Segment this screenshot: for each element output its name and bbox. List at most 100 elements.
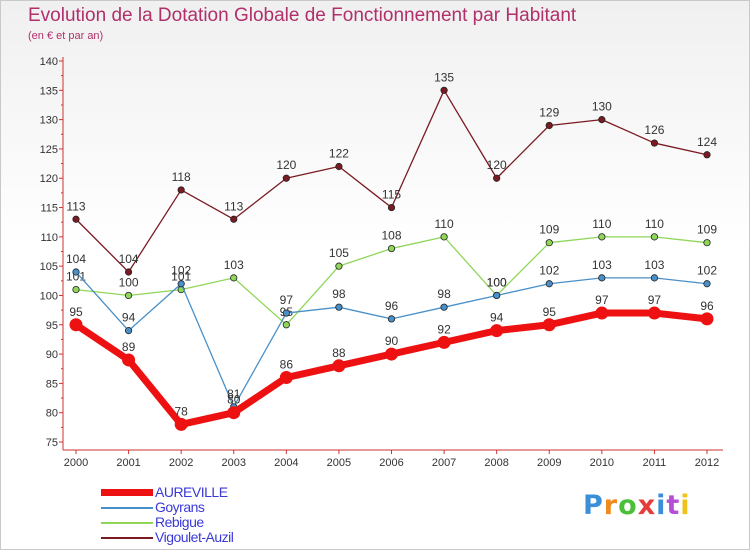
legend-label: Goyrans <box>155 499 205 515</box>
y-tick-label: 120 <box>40 173 58 185</box>
data-label: 86 <box>280 358 294 372</box>
data-point <box>387 203 396 212</box>
data-point <box>650 139 659 147</box>
y-tick-label: 115 <box>40 203 58 215</box>
logo-letter: r <box>603 490 619 521</box>
logo-letter: i <box>680 490 691 521</box>
chart-subtitle: (en € et par an) <box>28 30 104 42</box>
data-label: 94 <box>122 311 136 325</box>
data-label: 113 <box>66 199 85 213</box>
data-label: 122 <box>329 147 349 161</box>
data-label: 110 <box>592 217 611 231</box>
data-point <box>124 291 133 300</box>
x-tick-label: 2002 <box>169 457 193 469</box>
data-label: 101 <box>66 270 86 284</box>
data-label: 115 <box>382 188 401 202</box>
data-point <box>230 215 238 223</box>
data-label: 101 <box>171 270 191 284</box>
series-rebigue: 101 100 101 103 95 105 108 110 100 109 110 110 109 <box>66 217 717 329</box>
data-point <box>72 268 80 276</box>
y-tick-label: 130 <box>40 115 58 127</box>
chart-title: Evolution de la Dotation Globale de Fonc… <box>28 5 577 26</box>
data-point <box>282 309 290 317</box>
logo-letter: t <box>666 490 681 521</box>
data-point <box>282 321 290 329</box>
data-point <box>227 406 241 420</box>
logo-letter: P <box>583 490 604 521</box>
data-label: 96 <box>385 299 399 313</box>
y-tick-label: 75 <box>46 437 58 449</box>
data-label: 78 <box>174 404 188 418</box>
y-tick-label: 140 <box>40 56 58 68</box>
data-point <box>700 312 714 326</box>
data-label: 108 <box>381 229 401 243</box>
logo-letter: x <box>637 490 657 521</box>
data-point <box>542 318 556 332</box>
data-label: 113 <box>224 199 243 213</box>
data-point <box>440 233 448 241</box>
y-tick-label: 95 <box>46 320 58 332</box>
data-label: 102 <box>171 264 191 278</box>
legend: AUREVILLE Goyrans Rebigue Vigoulet-Auzil <box>101 484 321 545</box>
y-tick-label: 135 <box>40 85 58 97</box>
data-label: 129 <box>539 105 559 119</box>
data-label: 135 <box>434 70 454 84</box>
data-label: 97 <box>595 293 609 307</box>
data-label: 81 <box>227 387 241 401</box>
data-point <box>598 116 606 124</box>
y-tick-label: 125 <box>40 144 58 156</box>
data-point <box>335 262 343 270</box>
data-point <box>177 280 185 288</box>
legend-label: Vigoulet-Auzil <box>155 529 234 545</box>
data-label: 126 <box>644 123 664 137</box>
data-label: 104 <box>119 252 139 266</box>
x-tick-label: 2009 <box>537 457 561 469</box>
data-label: 100 <box>487 275 507 289</box>
series-goyrans: 104 94 102 81 97 98 96 98 100 102 103 103 102 <box>66 252 717 411</box>
data-label: 118 <box>172 170 191 184</box>
data-point <box>69 318 83 332</box>
data-point <box>282 174 290 182</box>
x-tick-label: 2001 <box>116 457 140 469</box>
series-aureville: 95 89 78 80 86 88 90 92 94 95 97 97 96 <box>69 293 714 431</box>
data-label: 120 <box>487 158 507 172</box>
y-tick-label: 80 <box>46 408 58 420</box>
data-label: 104 <box>66 252 86 266</box>
data-point <box>703 151 711 159</box>
data-label: 109 <box>539 223 559 237</box>
y-tick-label: 100 <box>40 290 58 302</box>
data-label: 110 <box>435 217 454 231</box>
data-point <box>437 335 451 349</box>
legend-label: AUREVILLE <box>155 484 228 500</box>
logo-letter: i <box>656 490 667 521</box>
data-label: 100 <box>119 275 139 289</box>
data-label: 88 <box>332 346 346 360</box>
data-point <box>335 162 343 171</box>
x-tick-label: 2012 <box>695 457 719 469</box>
x-tick-label: 2000 <box>64 457 88 469</box>
data-label: 105 <box>329 246 349 260</box>
data-point <box>387 244 396 253</box>
data-label: 110 <box>645 217 664 231</box>
data-label: 97 <box>280 293 294 307</box>
data-label: 102 <box>697 264 717 278</box>
series-vigoulet-auzil: 113 104 118 113 120 122 115 135 120 129 130 126 124 <box>66 70 717 276</box>
x-tick-label: 2006 <box>379 457 403 469</box>
data-label: 94 <box>490 311 504 325</box>
proxiti-logo: Proxiti <box>583 490 691 521</box>
data-point <box>387 315 396 323</box>
y-tick-label: 105 <box>40 261 58 273</box>
y-tick-label: 110 <box>40 232 58 244</box>
data-label: 98 <box>437 287 451 301</box>
data-point <box>598 274 606 282</box>
data-label: 97 <box>648 293 662 307</box>
x-tick-label: 2004 <box>274 457 298 469</box>
data-point <box>279 371 293 385</box>
legend-item: AUREVILLE <box>101 484 321 500</box>
data-label: 95 <box>543 305 557 319</box>
data-label: 98 <box>332 287 346 301</box>
data-point <box>440 303 448 311</box>
data-point <box>650 233 659 241</box>
y-tick-label: 90 <box>46 349 58 361</box>
